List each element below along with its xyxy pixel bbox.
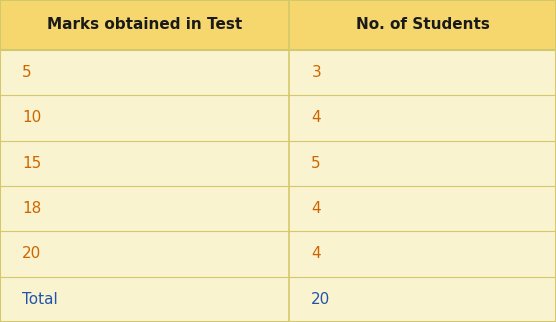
Text: 18: 18 bbox=[22, 201, 42, 216]
Text: Marks obtained in Test: Marks obtained in Test bbox=[47, 17, 242, 33]
Text: 5: 5 bbox=[311, 156, 321, 171]
Bar bbox=[0, 0, 556, 50]
Bar bbox=[0, 141, 556, 186]
Text: No. of Students: No. of Students bbox=[356, 17, 489, 33]
Text: 4: 4 bbox=[311, 246, 321, 261]
Text: 20: 20 bbox=[311, 292, 331, 307]
Bar bbox=[0, 231, 556, 277]
Text: 20: 20 bbox=[22, 246, 42, 261]
Text: 4: 4 bbox=[311, 110, 321, 126]
Text: 15: 15 bbox=[22, 156, 42, 171]
Bar bbox=[0, 95, 556, 141]
Text: 5: 5 bbox=[22, 65, 32, 80]
Bar bbox=[0, 50, 556, 95]
Bar bbox=[0, 186, 556, 231]
Bar bbox=[0, 277, 556, 322]
Text: Total: Total bbox=[22, 292, 58, 307]
Text: 10: 10 bbox=[22, 110, 42, 126]
Text: 4: 4 bbox=[311, 201, 321, 216]
Text: 3: 3 bbox=[311, 65, 321, 80]
